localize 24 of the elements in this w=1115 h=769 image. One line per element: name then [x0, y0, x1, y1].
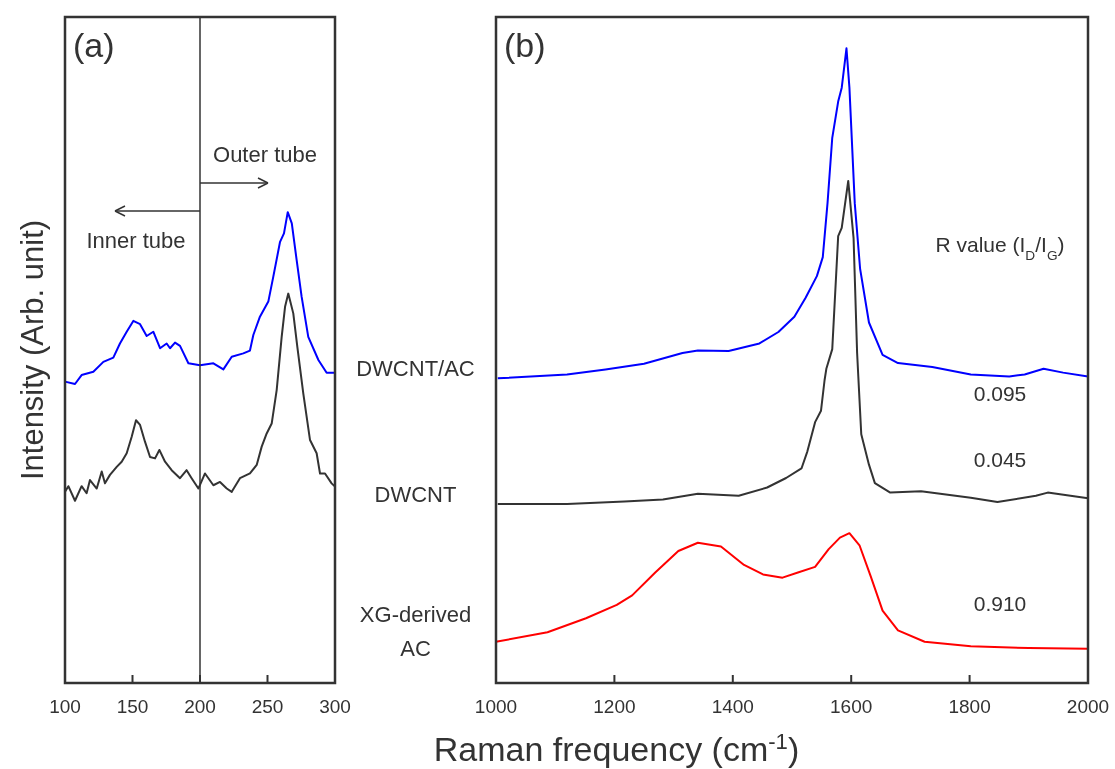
y-axis-title: Intensity (Arb. unit)	[15, 219, 50, 481]
x-tick-label: 1800	[948, 696, 991, 717]
series-label: XG-derived AC	[359, 601, 472, 661]
annotation: 0.910	[973, 592, 1027, 615]
annotation: 0.045	[973, 448, 1027, 471]
x-tick-label: 250	[251, 696, 284, 717]
x-tick-label: 150	[116, 696, 149, 717]
chart-title: (a)	[73, 26, 115, 64]
x-tick-label: 2000	[1066, 696, 1110, 717]
x-tick-label: 1200	[593, 696, 636, 717]
series-label: DWCNT	[374, 482, 457, 508]
annotation: R value (I$_{D}$/I$_{G}$)	[935, 233, 1065, 263]
x-tick-label: 1600	[830, 696, 873, 717]
x-axis-title: Raman frequency (cm$^{-1}$)	[433, 728, 800, 768]
annotation: 0.095	[973, 382, 1027, 405]
series-label: DWCNT/AC	[356, 356, 475, 382]
annotation: Inner tube	[86, 228, 186, 253]
x-tick-label: 300	[319, 696, 351, 717]
x-tick-label: 100	[49, 696, 81, 717]
chart-title: (b)	[504, 26, 546, 64]
x-tick-label: 1400	[711, 696, 754, 717]
x-tick-label: 1000	[474, 696, 518, 717]
x-tick-label: 200	[184, 696, 216, 717]
text: Outer tube	[213, 142, 317, 167]
